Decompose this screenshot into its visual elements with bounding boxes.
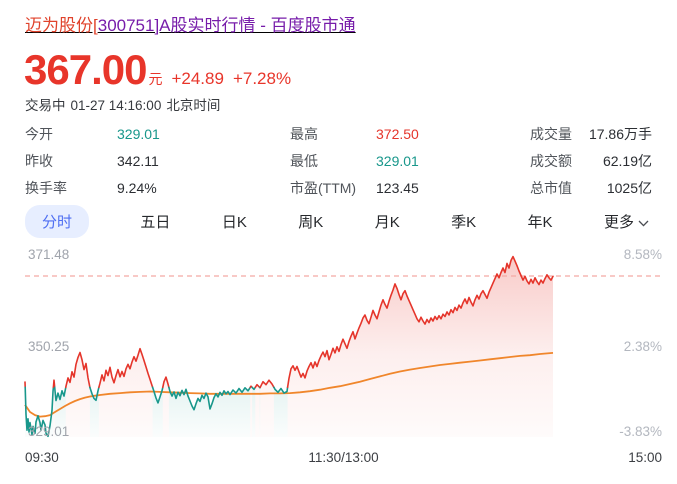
price-unit: 元 xyxy=(148,71,163,87)
stat-pe-ttm: 市盈(TTM) 123.45 xyxy=(290,179,419,196)
trading-status-row: 交易中 01-27 14:16:00 北京时间 xyxy=(25,94,225,114)
period-tab-bar: 分时 五日 日K 周K 月K 季K 年K 更多 xyxy=(25,203,649,239)
page-title-link[interactable]: 迈为股份[300751]A股实时行情 - 百度股市通 xyxy=(25,11,356,36)
stat-market-cap: 总市值 1025亿 xyxy=(530,179,652,196)
tab-more[interactable]: 更多 xyxy=(604,211,649,232)
y-axis-percent-bottom: -3.83% xyxy=(619,424,662,439)
tab-5day[interactable]: 五日 xyxy=(140,213,171,231)
stat-amount: 成交额 62.19亿 xyxy=(530,152,652,169)
stats-column-1: 今开 329.01 昨收 342.11 换手率 9.24% xyxy=(25,120,290,201)
trading-status: 交易中 xyxy=(25,98,66,113)
stats-column-3: 成交量 17.86万手 成交额 62.19亿 总市值 1025亿 xyxy=(530,120,652,201)
x-axis-open-time: 09:30 xyxy=(25,450,59,465)
stats-column-2: 最高 372.50 最低 329.01 市盈(TTM) 123.45 xyxy=(290,120,530,201)
x-axis-midday-time: 11:30/13:00 xyxy=(308,450,379,465)
chevron-down-icon xyxy=(638,214,649,231)
quote-block: 367.00 元 +24.89 +7.28% xyxy=(24,46,291,94)
tab-quarterly-k[interactable]: 季K xyxy=(451,213,477,231)
tab-minute[interactable]: 分时 xyxy=(25,204,90,238)
stat-prev-close: 昨收 342.11 xyxy=(25,152,159,169)
stat-low: 最低 329.01 xyxy=(290,152,419,169)
tab-daily-k[interactable]: 日K xyxy=(221,213,247,231)
tab-monthly-k[interactable]: 月K xyxy=(374,213,400,231)
title-highlight-segment: 迈为股份[ xyxy=(25,16,98,35)
y-axis-percent-top: 8.58% xyxy=(623,247,662,262)
quote-datetime: 01-27 14:16:00 xyxy=(70,98,162,113)
current-price: 367.00 xyxy=(24,46,147,93)
tab-weekly-k[interactable]: 周K xyxy=(298,213,324,231)
chart-canvas[interactable] xyxy=(0,245,677,445)
title-visited-segment: 300751]A股实时行情 - 百度股市通 xyxy=(97,16,356,35)
price-change: +24.89 xyxy=(171,69,224,88)
stat-turnover-rate: 换手率 9.24% xyxy=(25,179,157,196)
stat-volume: 成交量 17.86万手 xyxy=(530,125,652,142)
y-axis-price-bottom: 329.01 xyxy=(28,424,70,439)
x-axis-close-time: 15:00 xyxy=(628,450,662,465)
stat-high: 最高 372.50 xyxy=(290,125,419,142)
intraday-chart[interactable]: 371.48 350.25 329.01 8.58% 2.38% -3.83% … xyxy=(0,245,677,475)
stat-open: 今开 329.01 xyxy=(25,125,160,142)
quote-timezone: 北京时间 xyxy=(166,98,221,113)
tab-yearly-k[interactable]: 年K xyxy=(527,213,553,231)
y-axis-percent-mid: 2.38% xyxy=(623,339,662,354)
stats-grid: 今开 329.01 昨收 342.11 换手率 9.24% 最高 372.50 … xyxy=(25,120,652,201)
price-change-percent: +7.28% xyxy=(232,69,292,88)
y-axis-price-top: 371.48 xyxy=(28,247,70,262)
y-axis-price-mid: 350.25 xyxy=(28,339,70,354)
